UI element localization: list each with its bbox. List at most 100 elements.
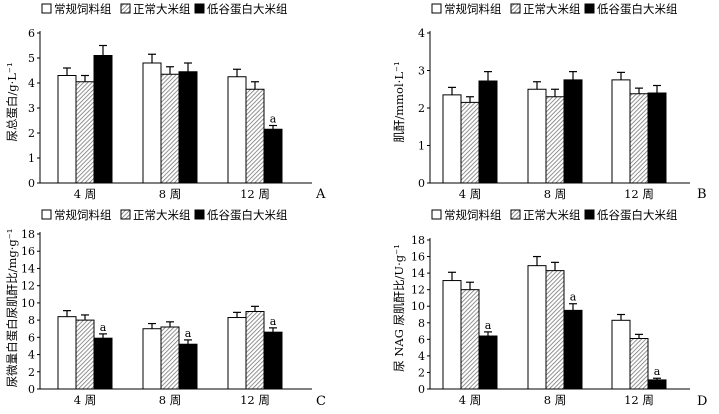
significance-label: a: [185, 327, 192, 340]
significance-label: a: [654, 365, 661, 378]
panel-c-categories: 4 周 8 周 12 周: [74, 393, 270, 407]
significance-label: a: [570, 291, 577, 304]
panel-c-legend: 常规饲料组 正常大米组 低谷蛋白大米组: [41, 208, 288, 222]
bar: [629, 93, 649, 184]
legend-label: 正常大米组: [133, 208, 191, 222]
y-tick-label: 16: [411, 251, 425, 264]
bar: [478, 335, 498, 390]
bar: [142, 328, 162, 390]
bar: [227, 76, 247, 184]
bar: [227, 317, 247, 390]
y-tick-label: 6: [28, 27, 35, 40]
panel-c-letter: C: [316, 394, 326, 409]
y-tick-label: 4: [418, 27, 425, 40]
x-category-label: 12 周: [240, 187, 270, 201]
panel-c-bars: a aa: [57, 305, 283, 390]
bar: [245, 88, 265, 184]
y-tick-label: 14: [411, 267, 425, 280]
legend-swatch: [120, 209, 131, 220]
y-tick-label: 10: [411, 300, 425, 313]
legend-swatch: [41, 209, 52, 220]
legend-label: 常规饲料组: [444, 208, 502, 222]
x-category-label: 12 周: [624, 187, 654, 201]
y-tick-label: 5: [28, 52, 35, 65]
bar: [245, 311, 265, 390]
y-tick-label: 12: [411, 284, 425, 297]
panel-b-bars: [442, 71, 667, 184]
legend-label: 低谷蛋白大米组: [207, 2, 288, 16]
significance-label: a: [270, 113, 277, 126]
panel-c: 0 2 4 6 8 10 12 14 16 18 a a a 4 周 8 周 12 周 常规饲料组 正常大米…: [5, 208, 326, 409]
legend-label: 正常大米组: [133, 2, 191, 16]
panel-a-letter: A: [315, 187, 326, 202]
bar: [545, 270, 565, 390]
y-tick-label: 14: [21, 262, 35, 275]
bar: [142, 62, 162, 184]
legend-swatch: [120, 3, 131, 14]
x-category-label: 4 周: [459, 393, 481, 407]
legend-swatch: [194, 3, 205, 14]
legend-label: 低谷蛋白大米组: [597, 208, 678, 222]
legend-swatch: [510, 209, 521, 220]
y-tick-label: 4: [28, 349, 35, 362]
y-tick-label: 18: [411, 234, 425, 247]
panel-b: 0 1 2 3 4 4 周 8 周 12 周 常规饲料组 正常大米组 低谷蛋白大米组 肌酐/mm…: [392, 2, 707, 202]
panel-a-ylabel: 尿总蛋白/g·L⁻¹: [5, 62, 19, 141]
y-tick-label: 0: [28, 177, 35, 190]
y-tick-label: 4: [28, 77, 35, 90]
panel-d-letter: D: [697, 394, 707, 409]
x-category-label: 8 周: [159, 187, 181, 201]
bar: [93, 55, 113, 184]
panel-c-ylabel: 尿微量白蛋白尿肌酐比/mg·g⁻¹: [5, 229, 19, 388]
legend-label: 正常大米组: [523, 2, 581, 16]
legend-swatch: [431, 209, 442, 220]
bar: [527, 88, 547, 184]
panel-b-legend: 常规饲料组 正常大米组 低谷蛋白大米组: [431, 2, 678, 16]
bar: [460, 289, 480, 390]
y-tick-label: 2: [418, 102, 425, 115]
legend-swatch: [41, 3, 52, 14]
bar: [460, 101, 480, 184]
y-tick-label: 2: [28, 127, 35, 140]
y-tick-label: 0: [418, 383, 425, 396]
x-category-label: 4 周: [74, 393, 96, 407]
legend-swatch: [194, 209, 205, 220]
bar: [178, 71, 198, 184]
panel-a-bars: a: [57, 44, 283, 184]
bar: [647, 92, 667, 184]
bar: [563, 309, 583, 390]
bar: [611, 79, 631, 184]
legend-label: 低谷蛋白大米组: [597, 2, 678, 16]
bar: [545, 96, 565, 184]
panel-a-legend: 常规饲料组 正常大米组 低谷蛋白大米组: [41, 2, 288, 16]
y-tick-label: 1: [28, 152, 35, 165]
y-tick-label: 6: [418, 333, 425, 346]
x-category-label: 4 周: [74, 187, 96, 201]
legend-swatch: [584, 209, 595, 220]
bar: [263, 128, 283, 184]
panel-b-categories: 4 周 8 周 12 周: [459, 187, 654, 201]
legend-label: 常规饲料组: [444, 2, 502, 16]
bar: [263, 331, 283, 390]
y-tick-label: 3: [418, 65, 425, 78]
y-tick-label: 16: [21, 245, 35, 258]
bar: [611, 319, 631, 390]
panel-a-categories: 4 周 8 周 12 周: [74, 187, 270, 201]
bar: [527, 265, 547, 390]
panel-a: 0 1 2 3 4 5 6 a 4 周 8 周 12 周 常规饲料组 正常大米组 低谷蛋白大米组 尿…: [5, 2, 326, 202]
panel-d-yticks: 0 2 4 6 8 10 12 14 16 18: [411, 234, 430, 396]
bar: [160, 326, 180, 390]
panel-a-yticks: 0 1 2 3 4 5 6: [28, 27, 40, 190]
y-tick-label: 12: [21, 280, 35, 293]
panel-b-yticks: 0 1 2 3 4: [418, 27, 430, 190]
legend-label: 常规饲料组: [54, 208, 112, 222]
bar: [647, 379, 667, 390]
panel-c-yticks: 0 2 4 6 8 10 12 14 16 18: [21, 228, 40, 396]
legend-swatch: [584, 3, 595, 14]
bar: [57, 316, 77, 390]
y-tick-label: 0: [28, 383, 35, 396]
bar: [629, 338, 649, 390]
bar: [442, 280, 462, 390]
y-tick-label: 10: [21, 297, 35, 310]
